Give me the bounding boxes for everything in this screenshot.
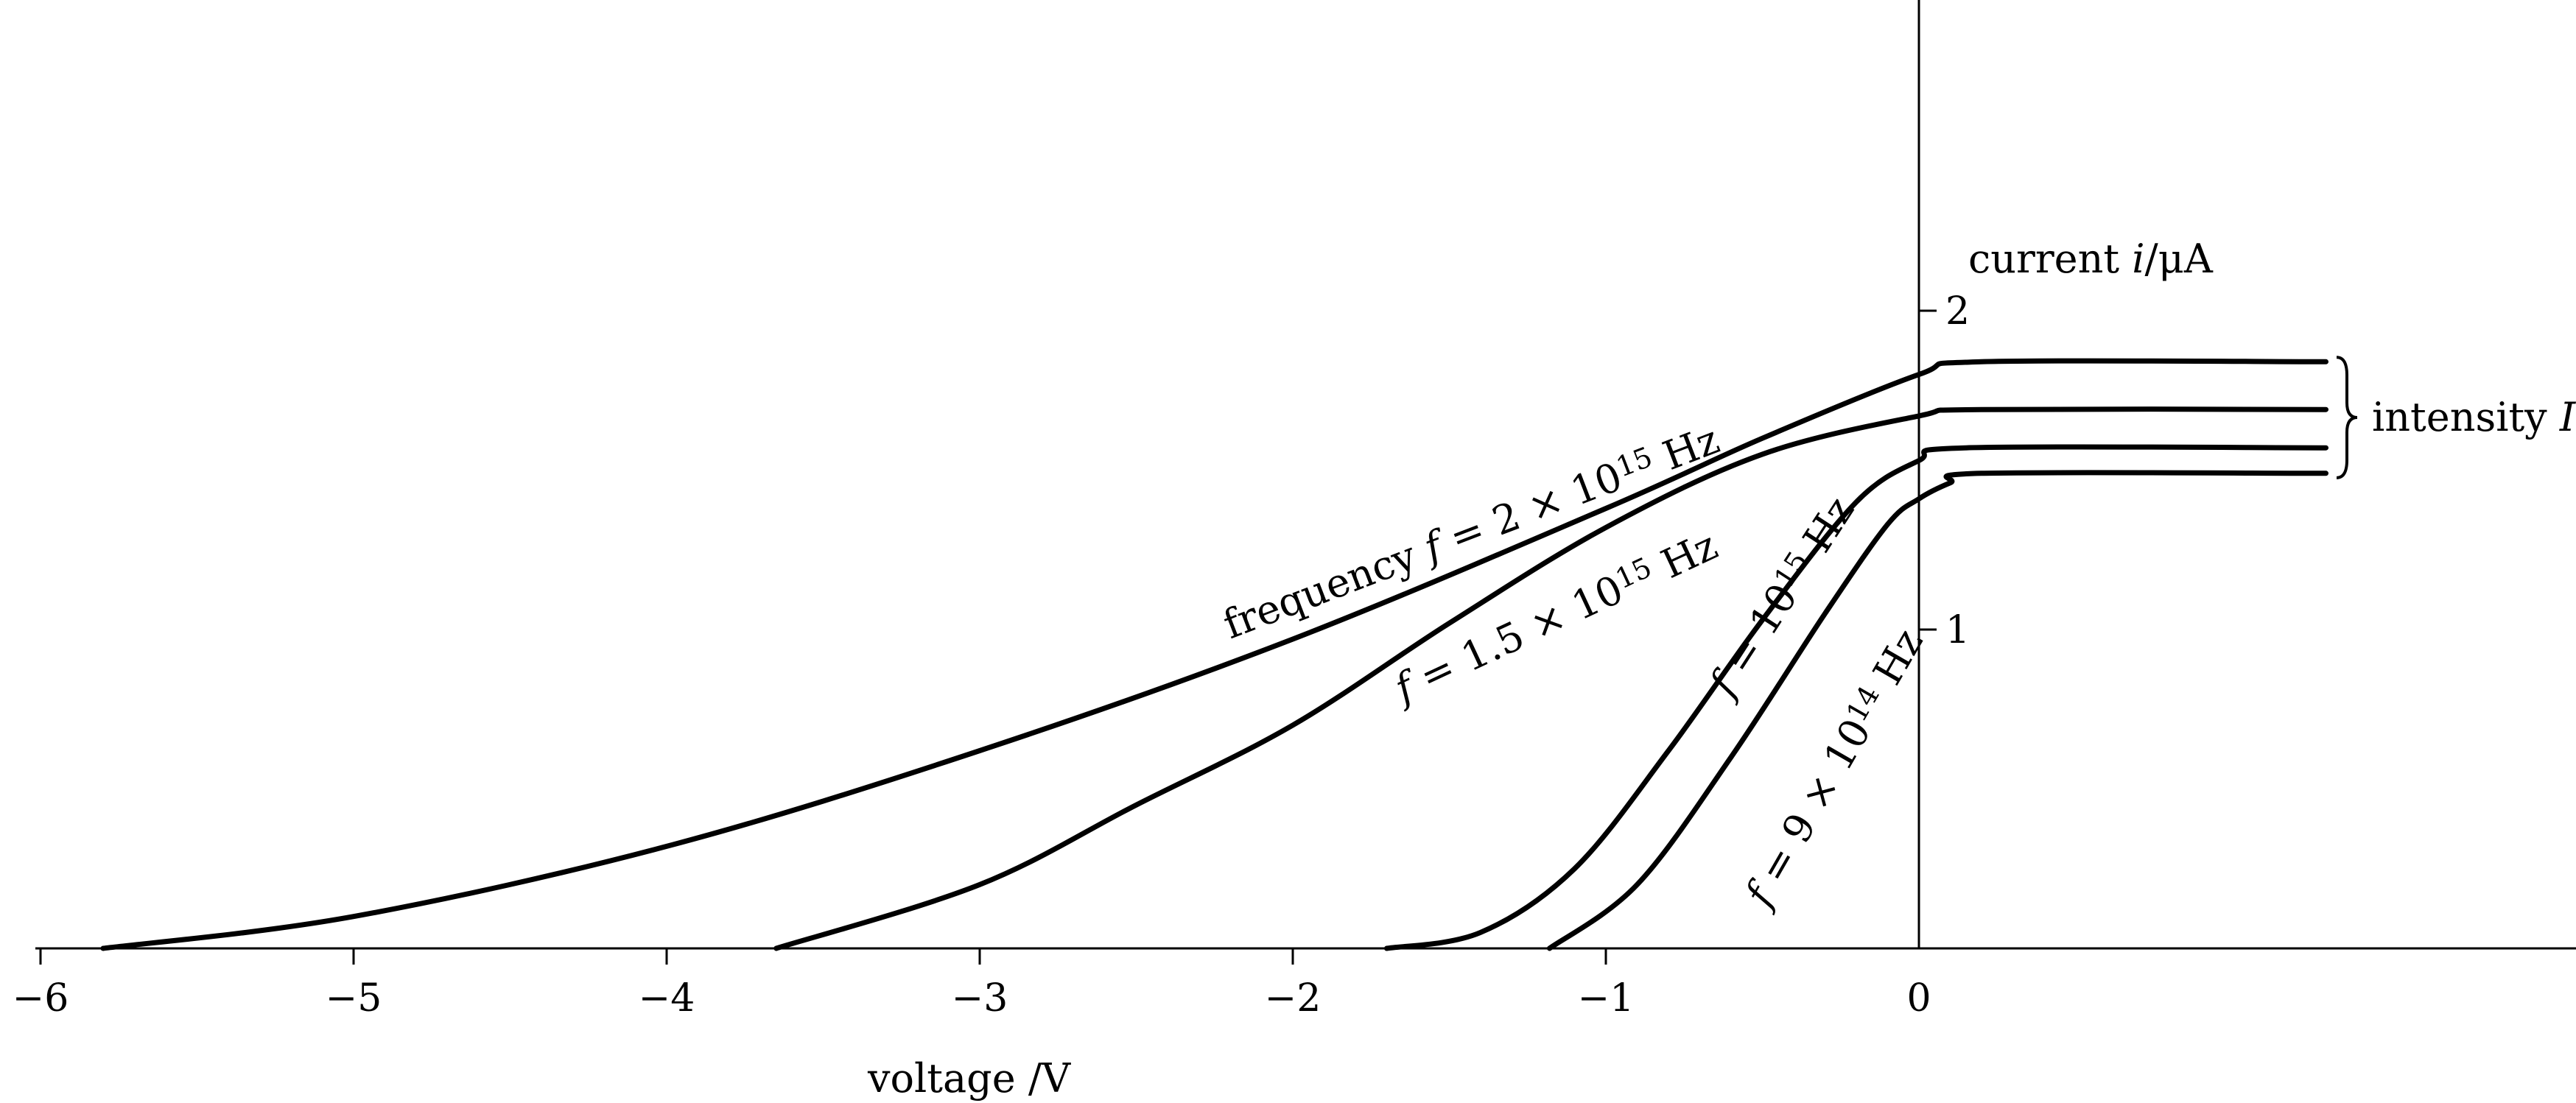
intensity-annotation: intensity I (2336, 356, 2576, 479)
intensity-label-symbol: I (2559, 394, 2576, 440)
x-tick-label: −2 (1265, 976, 1322, 1021)
intensity-label-text: intensity (2372, 394, 2560, 440)
x-axis-title: voltage /V (867, 1055, 1071, 1102)
x-tick-label: 0 (1906, 976, 1931, 1021)
x-tick-label: −3 (952, 976, 1008, 1021)
curve-f-1-5e15 (773, 406, 2328, 951)
x-tick-label: −1 (1578, 976, 1635, 1021)
y-axis-title: current i/μA (1968, 236, 2214, 282)
x-tick-label: −5 (326, 976, 382, 1021)
x-ticks: −6 −5 −4 −3 −2 −1 0 (13, 948, 1931, 1021)
curve-labels: frequency f = 2 × 1015 Hzf = 1.5 × 1015 … (1217, 416, 1932, 917)
curve-f-9e14 (1547, 470, 2328, 951)
x-tick-label: −6 (13, 976, 69, 1021)
y-tick-label: 1 (1945, 608, 1970, 652)
curve-f-1e15 (1384, 444, 2328, 951)
curve-f-2e15 (100, 358, 2328, 951)
x-tick-label: −4 (639, 976, 695, 1021)
axes (35, 0, 2576, 950)
curves (100, 358, 2328, 951)
y-tick-label: 2 (1945, 289, 1970, 334)
y-ticks: 12 (1919, 289, 1970, 652)
curve-label-f-2e15: frequency f = 2 × 1015 Hz (1217, 416, 1725, 648)
intensity-label: intensity I (2372, 394, 2576, 440)
intensity-brace (2336, 356, 2358, 479)
